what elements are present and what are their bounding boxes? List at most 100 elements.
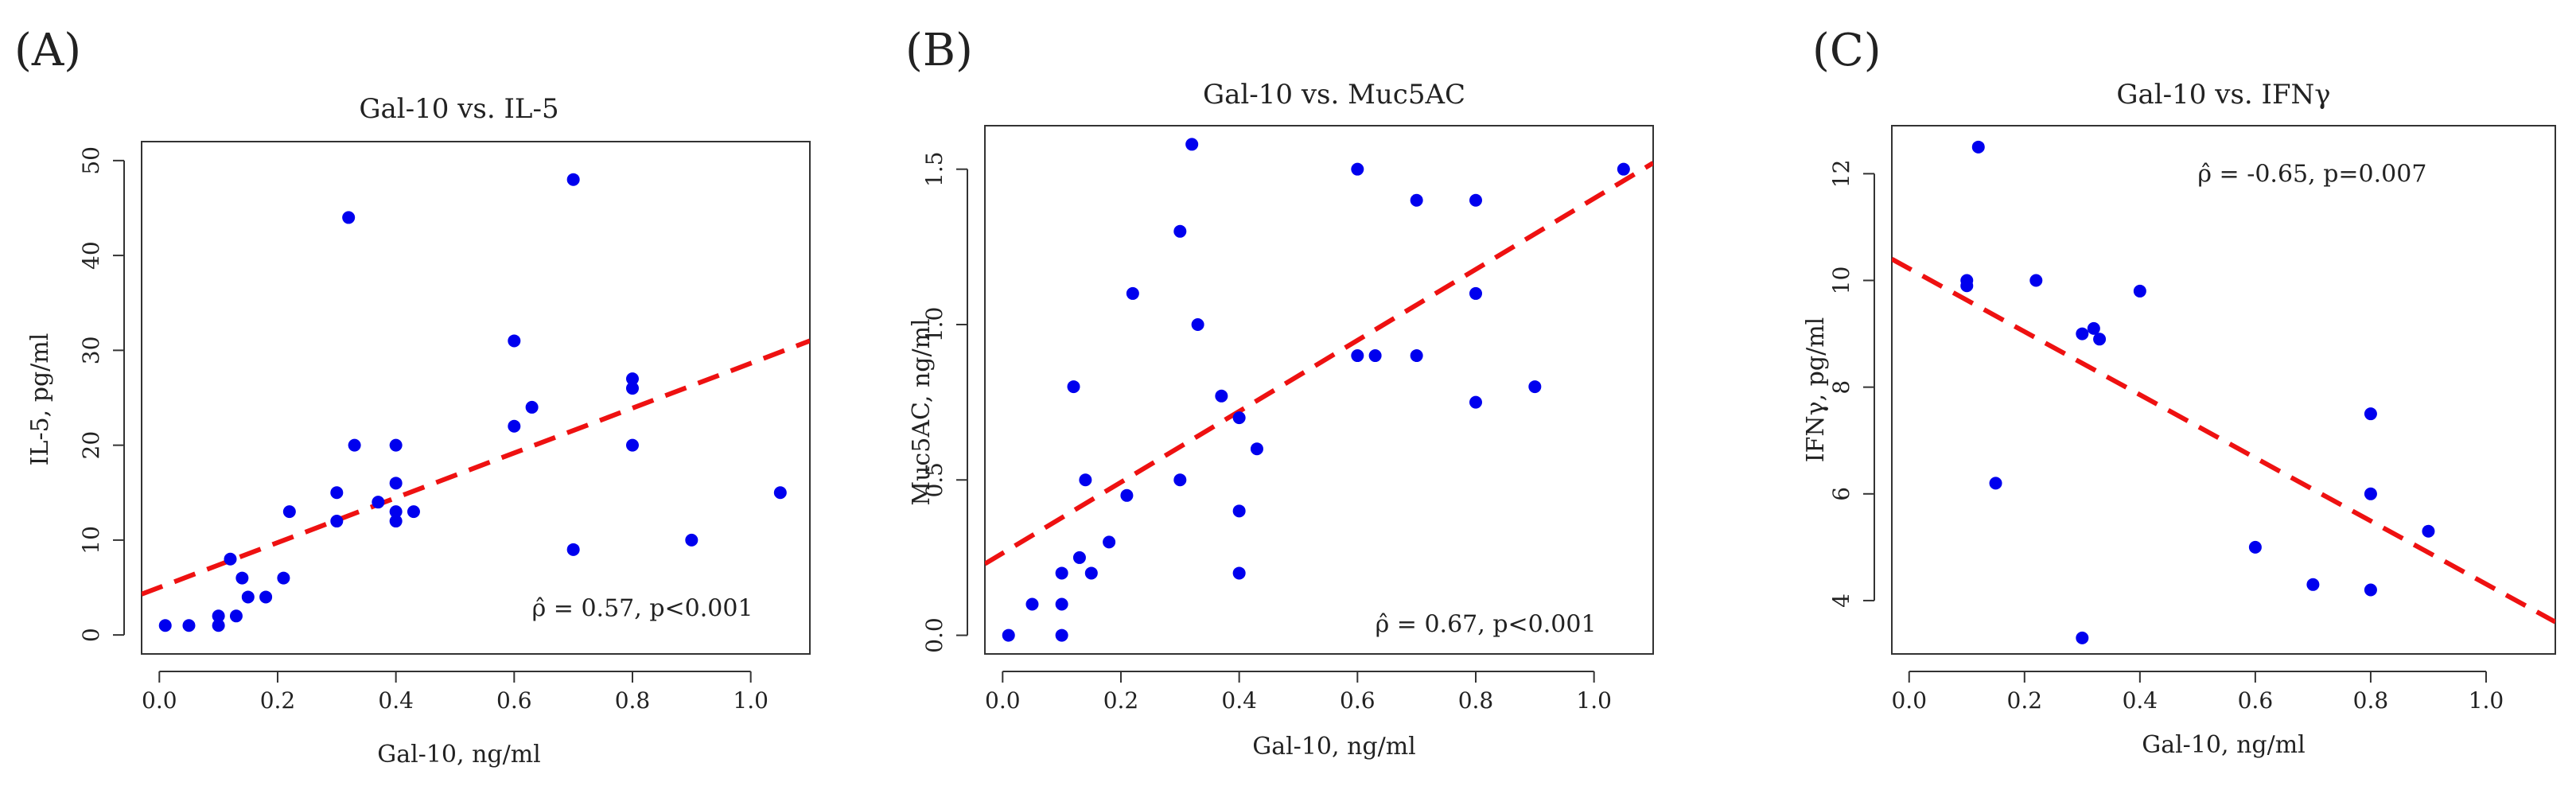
data-point-a — [625, 382, 639, 395]
x-tick-label-a: 0.4 — [378, 687, 414, 714]
data-point-a — [685, 533, 698, 547]
data-point-c — [2364, 583, 2377, 597]
data-point-c — [1989, 477, 2002, 490]
data-point-c — [2248, 540, 2262, 554]
fit-line-b — [985, 161, 1653, 566]
x-tick-label-b: 1.0 — [1576, 687, 1612, 714]
y-axis-label-b: Muc5AC, ng/ml — [908, 318, 936, 505]
data-point-a — [566, 543, 580, 556]
x-tick-label-a: 0.2 — [260, 687, 296, 714]
x-tick-label-c: 0.8 — [2353, 687, 2389, 714]
x-tick-label-c: 1.0 — [2469, 687, 2504, 714]
data-point-b — [1215, 389, 1228, 403]
annotation-a: ρ̂ = 0.57, p<0.001 — [532, 594, 753, 622]
data-point-c — [2076, 631, 2089, 644]
data-point-b — [1103, 535, 1116, 549]
data-point-b — [1410, 349, 1423, 363]
x-tick-label-b: 0.0 — [985, 687, 1021, 714]
data-point-a — [235, 571, 249, 585]
data-point-b — [1250, 442, 1263, 456]
data-point-a — [212, 619, 225, 632]
x-tick-label-b: 0.8 — [1458, 687, 1494, 714]
data-point-b — [1232, 504, 1246, 518]
data-point-c — [2133, 284, 2146, 298]
panel-label-a: (A) — [14, 25, 81, 76]
data-point-b — [1469, 193, 1482, 207]
data-point-c — [2364, 407, 2377, 421]
data-point-a — [277, 571, 290, 585]
data-point-a — [389, 515, 403, 528]
data-point-c — [2422, 524, 2435, 538]
data-point-a — [212, 609, 225, 623]
data-point-c — [2076, 327, 2089, 340]
data-point-a — [259, 590, 273, 604]
data-point-b — [1351, 162, 1364, 176]
data-point-a — [342, 211, 356, 224]
x-tick-label-b: 0.2 — [1103, 687, 1139, 714]
y-tick-label-a: 50 — [78, 146, 104, 175]
data-point-c — [2306, 578, 2320, 591]
y-tick-label-c: 12 — [1828, 160, 1854, 189]
plot-area-c — [1892, 140, 2555, 644]
annotation-c: ρ̂ = -0.65, p=0.007 — [2197, 160, 2426, 188]
plot-frame-a — [141, 141, 811, 655]
panel-b: (B) Gal-10 vs. Muc5AC Gal-10, ng/ml Muc5… — [905, 25, 1654, 761]
data-point-a — [508, 419, 521, 433]
data-point-b — [1232, 566, 1246, 580]
x-tick-label-b: 0.6 — [1340, 687, 1376, 714]
data-point-b — [1025, 597, 1039, 611]
data-point-a — [407, 505, 420, 519]
data-point-c — [1960, 279, 1974, 293]
data-point-a — [182, 619, 196, 632]
data-point-a — [330, 486, 344, 500]
data-point-a — [241, 590, 255, 604]
y-tick-label-a: 40 — [78, 241, 104, 270]
data-point-b — [1002, 628, 1015, 642]
x-tick-label-c: 0.6 — [2238, 687, 2274, 714]
data-point-b — [1055, 566, 1068, 580]
data-point-b — [1120, 488, 1134, 502]
y-tick-label-a: 10 — [78, 526, 104, 554]
y-tick-label-a: 20 — [78, 431, 104, 460]
data-point-a — [229, 609, 243, 623]
y-tick-label-a: 0 — [78, 628, 104, 642]
data-point-a — [773, 486, 787, 500]
data-point-b — [1067, 380, 1080, 394]
chart-title-b: Gal-10 vs. Muc5AC — [1203, 79, 1465, 111]
x-tick-label-a: 0.0 — [142, 687, 177, 714]
data-point-a — [348, 438, 361, 452]
chart-title-a: Gal-10 vs. IL-5 — [359, 93, 558, 125]
data-point-b — [1410, 193, 1423, 207]
y-tick-label-c: 6 — [1828, 487, 1854, 501]
x-tick-label-c: 0.2 — [2007, 687, 2043, 714]
y-tick-label-a: 30 — [78, 337, 104, 365]
plot-frame-b — [984, 125, 1654, 655]
data-point-a — [525, 400, 539, 414]
data-point-a — [372, 496, 385, 509]
data-point-b — [1617, 162, 1630, 176]
data-point-a — [625, 372, 639, 386]
panel-label-b: (B) — [905, 25, 973, 76]
y-tick-label-b: 0.0 — [921, 617, 948, 653]
data-point-b — [1185, 138, 1199, 151]
data-point-c — [2087, 321, 2100, 335]
y-tick-label-c: 10 — [1828, 267, 1854, 295]
fit-line-a — [142, 338, 810, 597]
data-point-a — [330, 515, 344, 528]
x-tick-label-c: 0.0 — [1891, 687, 1927, 714]
data-point-b — [1191, 317, 1204, 331]
data-point-b — [1469, 286, 1482, 300]
data-point-b — [1072, 551, 1086, 564]
x-axis-label-b: Gal-10, ng/ml — [1252, 733, 1416, 761]
panel-a: (A) Gal-10 vs. IL-5 Gal-10, ng/ml IL-5, … — [14, 25, 811, 768]
data-point-b — [1173, 473, 1187, 487]
data-point-a — [389, 477, 403, 490]
y-tick-label-b: 1.0 — [921, 307, 948, 343]
data-point-b — [1126, 286, 1139, 300]
data-point-c — [1971, 140, 1985, 154]
data-point-a — [625, 438, 639, 452]
x-tick-label-c: 0.4 — [2123, 687, 2158, 714]
x-tick-label-a: 1.0 — [733, 687, 769, 714]
data-point-a — [389, 438, 403, 452]
